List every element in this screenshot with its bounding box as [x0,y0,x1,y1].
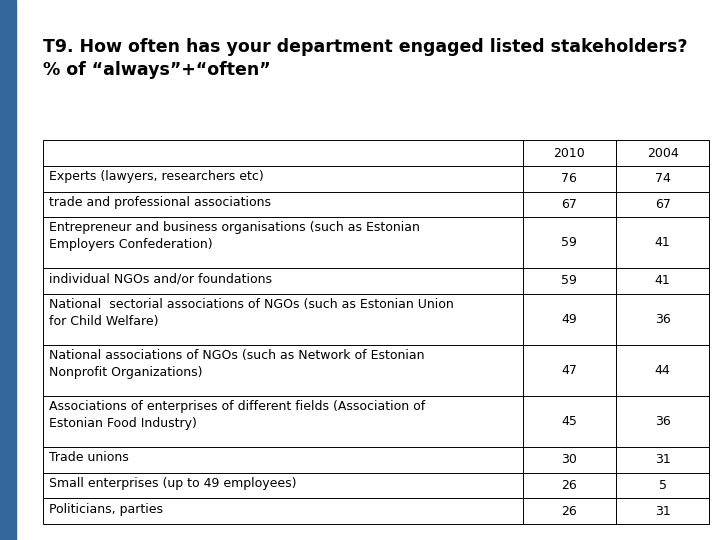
Text: 26: 26 [562,479,577,492]
Text: Experts (lawyers, researchers etc): Experts (lawyers, researchers etc) [49,170,264,183]
Text: trade and professional associations: trade and professional associations [49,196,271,209]
Text: Trade unions: Trade unions [49,451,129,464]
Text: 31: 31 [654,504,670,517]
Text: 67: 67 [562,198,577,211]
Text: 49: 49 [562,313,577,326]
Text: Politicians, parties: Politicians, parties [49,503,163,516]
Text: 47: 47 [562,364,577,377]
Text: 30: 30 [562,454,577,467]
Text: National associations of NGOs (such as Network of Estonian
Nonprofit Organizatio: National associations of NGOs (such as N… [49,349,425,379]
Text: 45: 45 [562,415,577,428]
Text: Small enterprises (up to 49 employees): Small enterprises (up to 49 employees) [49,477,297,490]
Text: 41: 41 [654,236,670,249]
Text: Associations of enterprises of different fields (Association of
Estonian Food In: Associations of enterprises of different… [49,400,426,430]
Text: 5: 5 [659,479,667,492]
Text: 67: 67 [654,198,670,211]
Text: T9. How often has your department engaged listed stakeholders?
% of “always”+“of: T9. How often has your department engage… [43,38,688,79]
Text: 2010: 2010 [554,147,585,160]
Text: Entrepreneur and business organisations (such as Estonian
Employers Confederatio: Entrepreneur and business organisations … [49,221,420,251]
Text: 59: 59 [562,236,577,249]
Text: 36: 36 [654,313,670,326]
Text: 26: 26 [562,504,577,517]
Text: 59: 59 [562,274,577,287]
Text: 41: 41 [654,274,670,287]
Text: individual NGOs and/or foundations: individual NGOs and/or foundations [49,273,272,286]
Text: 2004: 2004 [647,147,678,160]
Text: 44: 44 [654,364,670,377]
Text: 31: 31 [654,454,670,467]
Text: 74: 74 [654,172,670,185]
Text: 76: 76 [562,172,577,185]
Text: 36: 36 [654,415,670,428]
Text: National  sectorial associations of NGOs (such as Estonian Union
for Child Welfa: National sectorial associations of NGOs … [49,298,454,328]
